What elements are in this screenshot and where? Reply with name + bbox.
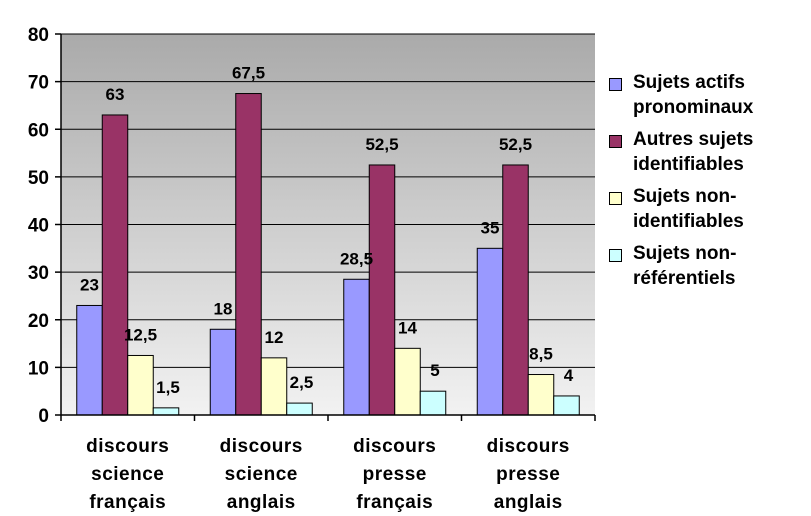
bar [76, 304, 103, 416]
bar [368, 164, 396, 416]
bar [286, 402, 313, 416]
legend-swatch [609, 192, 622, 205]
y-tick-label: 10 [28, 358, 49, 379]
legend-item: Sujets actifs pronominaux [605, 70, 811, 120]
category-labels: discours science français discours science an… [86, 436, 570, 513]
bar [527, 374, 555, 416]
bar [419, 390, 447, 416]
y-tick-label: 60 [28, 120, 49, 141]
category-label: discours [220, 436, 303, 457]
category-label: presse [496, 464, 560, 485]
y-tick-label: 20 [28, 311, 49, 332]
legend-label: référentiels [633, 268, 736, 289]
y-tick-label: 0 [38, 406, 49, 427]
data-label: 8,5 [529, 345, 553, 364]
data-labels: 23 18 28,5 35 63 67,5 52,5 52,5 12,5 12 14 8,5 1,5 2,… [80, 64, 574, 397]
bar [127, 354, 154, 416]
data-label: 67,5 [232, 64, 265, 83]
data-label: 52,5 [365, 135, 398, 154]
data-label: 5 [430, 361, 439, 380]
bar [260, 357, 288, 416]
y-tick-label: 70 [28, 73, 49, 94]
data-label: 52,5 [499, 135, 532, 154]
category-label: science [225, 464, 298, 485]
legend: Sujets actifs pronominaux Autres sujets ide… [605, 70, 811, 298]
legend-swatch [609, 78, 622, 91]
category-label: discours [487, 436, 570, 457]
legend-swatch [609, 135, 622, 148]
legend-label: identifiables [633, 211, 744, 232]
data-label: 12,5 [124, 325, 157, 344]
bar [476, 247, 504, 416]
data-label: 12 [265, 328, 284, 347]
bar [152, 407, 180, 416]
category-label: presse [363, 464, 427, 485]
data-label: 18 [214, 299, 233, 318]
bar [235, 93, 262, 416]
data-label: 14 [398, 318, 417, 337]
category-label: français [356, 492, 433, 513]
y-tick-label: 30 [28, 263, 49, 284]
bar [502, 164, 529, 416]
y-tick-label: 40 [28, 216, 49, 237]
legend-label: Sujets non- [633, 186, 737, 207]
bar [343, 278, 370, 416]
y-tick-label: 50 [28, 168, 49, 189]
bar [394, 347, 421, 416]
y-axis-ticks: 0 10 20 30 40 50 60 70 80 [28, 25, 61, 427]
category-label: science [91, 464, 164, 485]
bar [101, 114, 129, 416]
data-label: 35 [481, 218, 500, 237]
y-tick-label: 80 [28, 25, 49, 46]
bar [553, 395, 580, 416]
legend-item: Sujets non-identifiables [605, 184, 811, 234]
category-label: français [89, 492, 166, 513]
legend-label: Sujets non- [633, 243, 737, 264]
legend-item: Autres sujets identifiables [605, 127, 811, 177]
data-label: 4 [564, 366, 574, 385]
data-label: 28,5 [340, 249, 373, 268]
category-label: anglais [227, 492, 296, 513]
category-label: discours [353, 436, 436, 457]
legend-item: Sujets non-référentiels [605, 241, 811, 291]
data-label: 1,5 [156, 378, 180, 397]
legend-swatch [609, 249, 622, 262]
category-label: discours [86, 436, 169, 457]
legend-label: identifiables [633, 154, 744, 175]
bars [76, 93, 580, 416]
bar [209, 328, 237, 416]
data-label: 63 [106, 85, 125, 104]
category-label: anglais [494, 492, 563, 513]
legend-label: pronominaux [633, 97, 754, 118]
legend-label: Sujets actifs [633, 72, 745, 93]
x-axis-ticks [60, 415, 596, 421]
legend-label: Autres sujets [633, 129, 754, 150]
data-label: 23 [80, 275, 99, 294]
data-label: 2,5 [290, 373, 314, 392]
